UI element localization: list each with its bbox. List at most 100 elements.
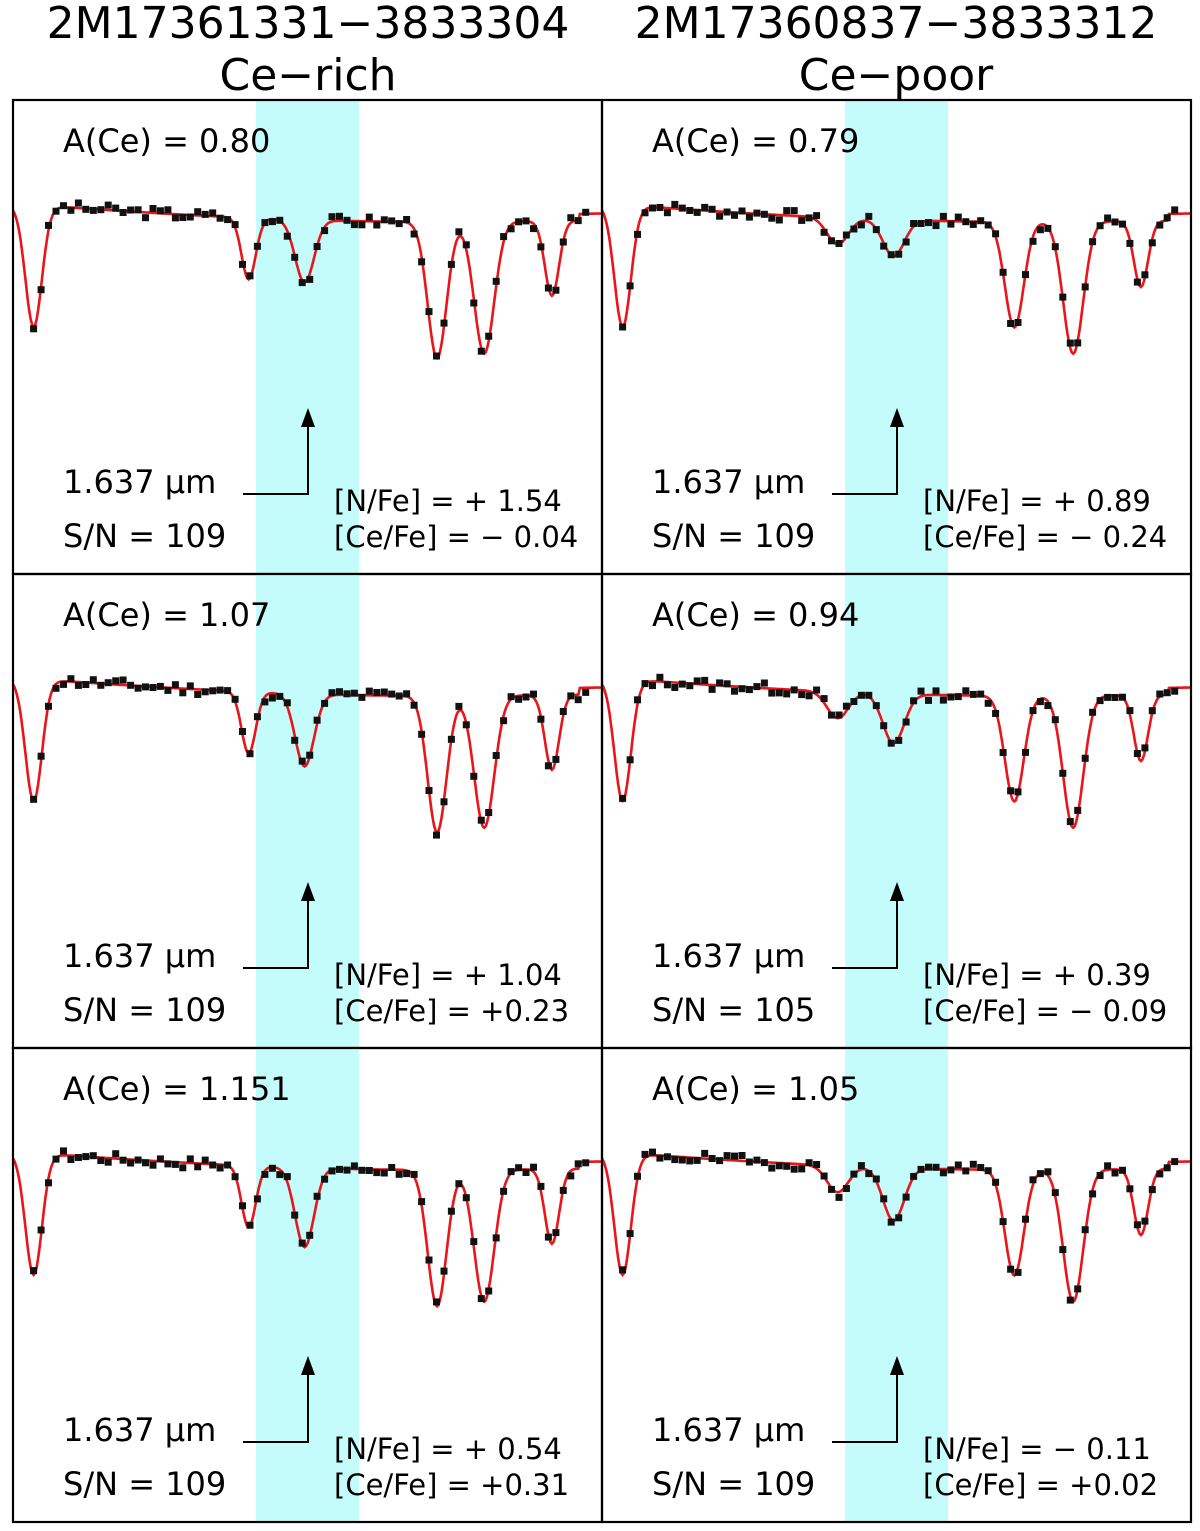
observed-point [738,1152,746,1159]
observed-point [224,216,232,224]
observed-point [291,1211,299,1219]
cefe-label: [Ce/Fe] = +0.23 [334,994,569,1028]
arrow-head-icon [890,408,904,427]
nfe-label: [N/Fe] = + 1.04 [334,958,562,992]
observed-point [1074,806,1082,814]
observed-point [425,787,433,794]
observed-point [60,1147,67,1155]
observed-point [1133,278,1141,286]
observed-point [1089,708,1097,716]
observed-point [313,243,321,250]
observed-point [559,708,567,715]
nfe-label: [N/Fe] = + 0.89 [923,484,1151,518]
observed-point [149,684,157,691]
observed-point [954,693,962,701]
observed-point [925,1163,932,1171]
observed-point [1163,214,1171,222]
arrow-head-icon [301,408,315,427]
observed-point [1141,271,1149,279]
observed-point [1126,1185,1134,1193]
observed-point [1141,744,1149,752]
observed-point [872,226,880,234]
observed-point [60,202,67,210]
panel-3-2: A(Ce) = 1.05 1.637 μm S/N = 109 [N/Fe] = − … [600,1046,1193,1524]
observed-point [186,1155,194,1163]
observed-point [1044,1168,1052,1176]
observed-point [440,319,448,327]
observed-point [835,711,843,719]
observed-point [336,688,343,696]
observed-point [678,1156,686,1164]
line-label: 1.637 μm [63,1411,216,1449]
observed-point [828,711,835,719]
observed-point [477,816,485,824]
observed-point [89,676,97,684]
observed-point [470,299,478,307]
observed-point [306,275,314,283]
observed-point [895,1214,903,1222]
observed-point [1096,697,1104,705]
observed-point [1066,1296,1074,1304]
observed-point [507,1168,515,1176]
observed-point [1119,693,1126,701]
cefe-label: [Ce/Fe] = − 0.04 [334,520,578,554]
observed-point [887,1218,895,1226]
observed-point [1066,818,1074,826]
observed-point [186,213,194,221]
observed-point [731,687,738,695]
observed-point [753,683,761,691]
observed-point [522,1169,530,1176]
observed-point [895,250,903,258]
observed-point [1014,319,1022,326]
observed-point [693,677,701,685]
observed-point [298,279,306,287]
observed-point [962,687,970,695]
observed-point [969,220,977,228]
observed-point [112,204,120,212]
observed-point [74,199,82,207]
observed-point [127,681,135,689]
observed-point [321,227,329,235]
observed-point [365,213,373,221]
observed-point [745,1158,753,1166]
observed-point [537,715,545,723]
observed-point [1081,283,1089,291]
observed-point [1104,214,1112,222]
observed-point [194,1163,202,1171]
observed-point [253,713,261,721]
observed-point [798,691,806,699]
panel-1-2: A(Ce) = 0.79 1.637 μm S/N = 109 [N/Fe] = + … [600,98,1193,576]
observed-point [156,207,164,215]
observed-point [1126,707,1134,715]
observed-point [298,757,306,765]
observed-point [261,1170,269,1178]
observed-point [865,691,873,699]
observed-point [179,1164,187,1172]
observed-point [641,209,649,217]
observed-point [954,213,962,221]
observed-point [365,687,373,695]
observed-point [507,225,515,233]
observed-point [910,1172,918,1180]
observed-point [1119,1166,1126,1174]
observed-point [962,1167,970,1175]
observed-point [37,1226,45,1234]
observed-point [74,1154,82,1161]
observed-point [149,1161,157,1169]
observed-point [1171,687,1179,695]
observed-point [373,1169,381,1177]
observed-point [902,1193,910,1201]
observed-point [775,689,783,697]
observed-point [1089,238,1097,246]
observed-point [67,1156,75,1163]
observed-point [30,795,38,803]
observed-point [201,210,209,218]
observed-point [857,1162,865,1170]
observed-point [1036,226,1044,234]
observed-point [1163,689,1171,697]
observed-point [977,217,985,225]
observed-point [239,728,246,735]
observed-point [216,686,224,694]
observed-point [522,217,530,225]
observed-point [440,798,448,806]
